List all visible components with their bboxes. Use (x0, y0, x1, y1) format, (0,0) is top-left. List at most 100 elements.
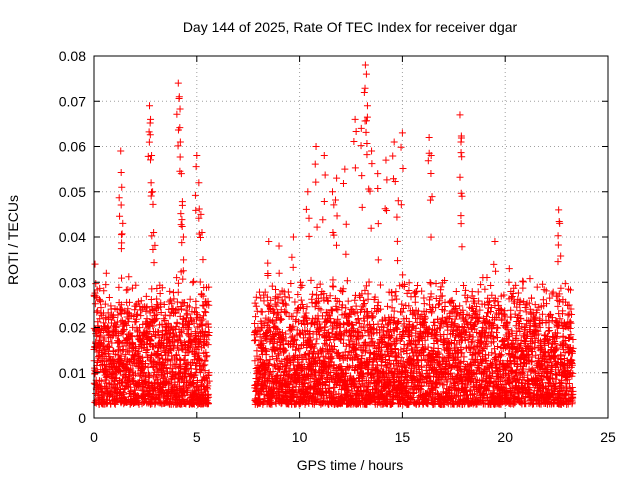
data-point (139, 338, 147, 346)
data-point (483, 274, 491, 282)
data-point (160, 301, 168, 309)
data-point (391, 292, 399, 300)
data-point (131, 370, 139, 378)
data-point (166, 287, 174, 295)
data-point (162, 364, 170, 372)
data-point (322, 341, 330, 349)
data-point (108, 339, 116, 347)
data-point (519, 277, 527, 285)
data-point (526, 275, 534, 283)
data-point (141, 362, 149, 370)
data-point (361, 286, 369, 294)
data-point (287, 280, 295, 288)
data-point (411, 293, 419, 301)
data-point (96, 298, 104, 306)
data-point (146, 386, 154, 394)
data-point (329, 282, 337, 290)
data-point (307, 276, 315, 284)
data-point (405, 279, 413, 287)
data-point (138, 377, 146, 385)
data-point (251, 320, 259, 328)
data-point (468, 288, 476, 296)
data-point (170, 344, 178, 352)
data-point (420, 300, 428, 308)
data-point (164, 399, 172, 407)
data-point (135, 400, 143, 408)
data-point (117, 368, 125, 376)
data-point (166, 329, 174, 337)
data-point (474, 288, 482, 296)
data-point (151, 316, 159, 324)
data-point (189, 279, 197, 287)
data-point (128, 340, 136, 348)
data-point (196, 278, 204, 286)
data-point (105, 294, 113, 302)
data-point (161, 311, 169, 319)
data-point (166, 312, 174, 320)
data-point (148, 332, 156, 340)
data-point (144, 345, 152, 353)
data-point (343, 277, 351, 285)
data-point (150, 343, 158, 351)
data-point (132, 281, 140, 289)
data-point (252, 313, 260, 321)
data-point (428, 307, 436, 315)
data-point (119, 345, 127, 353)
data-point (135, 347, 143, 355)
data-point (114, 332, 122, 340)
data-point (182, 306, 190, 314)
data-point (97, 377, 105, 385)
data-point (173, 274, 181, 282)
data-point (157, 299, 165, 307)
data-point (97, 356, 105, 364)
data-point (158, 320, 166, 328)
data-point (157, 352, 165, 360)
data-point (124, 286, 132, 294)
data-point (462, 298, 470, 306)
data-point (346, 328, 354, 336)
data-point (285, 294, 293, 302)
data-point (119, 330, 127, 338)
data-point (111, 374, 119, 382)
data-point (100, 341, 108, 349)
data-point (426, 279, 434, 287)
data-point (134, 310, 142, 318)
data-point (452, 288, 460, 296)
data-point (507, 306, 515, 314)
data-point (181, 351, 189, 359)
data-point (316, 280, 324, 288)
data-point (291, 298, 299, 306)
data-point (114, 311, 122, 319)
data-point (278, 315, 286, 323)
data-point (105, 342, 113, 350)
data-point (166, 400, 174, 408)
data-point (100, 319, 108, 327)
data-point (126, 298, 134, 306)
data-point (137, 297, 145, 305)
data-point (516, 307, 524, 315)
data-point (158, 284, 166, 292)
data-point (265, 301, 273, 309)
data-point (137, 312, 145, 320)
data-point (364, 290, 372, 298)
data-point (481, 285, 489, 293)
data-point (174, 279, 182, 287)
data-point (101, 300, 109, 308)
data-point (104, 309, 112, 317)
data-point (153, 365, 161, 373)
data-point (485, 297, 493, 305)
data-point (432, 280, 440, 288)
data-point (344, 297, 352, 305)
data-point (123, 321, 131, 329)
data-point (250, 337, 258, 345)
data-point (155, 328, 163, 336)
data-point (142, 292, 150, 300)
data-point (141, 394, 149, 402)
data-point (294, 291, 302, 299)
data-point (128, 332, 136, 340)
data-point (260, 297, 268, 305)
data-point (91, 300, 99, 308)
data-points (90, 61, 577, 408)
data-point (174, 288, 182, 296)
data-point (129, 323, 137, 331)
